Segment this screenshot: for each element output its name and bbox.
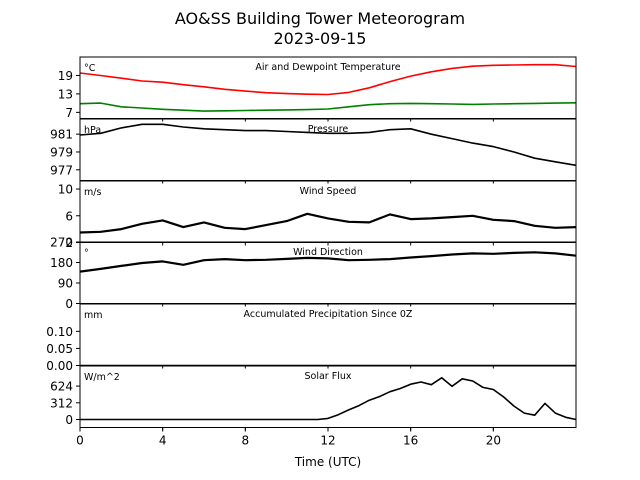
x-tick-label: 8: [242, 434, 250, 448]
y-tick-label: 19: [58, 69, 73, 83]
series-line-6-1: [80, 376, 577, 421]
panel-title: Solar Flux: [305, 371, 352, 382]
panel-1: 7 13 19 °C Air and Dewpoint Temperature: [58, 56, 577, 122]
y-tick-label: 13: [58, 87, 73, 101]
unit-label: W/m^2: [84, 372, 120, 383]
panel-2: 977 979 981 hPa Pressure: [50, 118, 577, 184]
panel-title: Wind Speed: [300, 186, 357, 197]
panel-title: Pressure: [308, 124, 349, 135]
x-tick-label: 16: [403, 434, 418, 448]
y-tick-label: 0: [65, 413, 73, 427]
figure-subtitle: 2023-09-15: [274, 29, 367, 48]
x-axis-label: Time (UTC): [294, 455, 361, 469]
x-tick-label: 0: [76, 434, 84, 448]
y-tick-label: 90: [58, 277, 73, 291]
panel-title: Accumulated Precipitation Since 0Z: [244, 309, 413, 320]
y-tick-label: 0.05: [46, 342, 73, 356]
unit-label: °C: [84, 63, 96, 74]
y-tick-label: 979: [50, 145, 73, 159]
panel-3: 2 6 10 m/s Wind Speed: [58, 180, 577, 250]
y-tick-label: 0.00: [46, 359, 73, 373]
y-tick-label: 312: [50, 396, 73, 410]
series-line-3-1: [79, 212, 577, 234]
series-line-1-2: [79, 102, 577, 112]
x-tick-label: 20: [486, 434, 501, 448]
panel-6: 0 312 624 W/m^2 Solar Flux: [50, 365, 577, 431]
y-tick-label: 10: [58, 183, 73, 197]
y-tick-label: 7: [65, 106, 73, 120]
y-tick-label: 270: [50, 236, 73, 250]
y-tick-label: 0: [65, 297, 73, 311]
y-tick-label: 981: [50, 128, 73, 142]
unit-label: hPa: [84, 125, 101, 136]
panel-4: 0 90 180 270 ° Wind Direction: [50, 236, 577, 311]
panel-5: 0.00 0.05 0.10 mm Accumulated Precipitation …: [46, 303, 577, 373]
unit-label: mm: [84, 310, 103, 321]
y-tick-label: 977: [50, 163, 73, 177]
y-tick-label: 6: [65, 209, 73, 223]
panel-title: Wind Direction: [293, 247, 363, 258]
y-tick-label: 2: [65, 236, 73, 250]
x-axis: 0 4 8 12 16 20: [76, 427, 501, 448]
y-tick-label: 624: [50, 380, 73, 394]
unit-label: m/s: [84, 187, 101, 198]
x-tick-label: 4: [159, 434, 167, 448]
panel-title: Air and Dewpoint Temperature: [255, 62, 400, 73]
unit-label: °: [84, 248, 89, 259]
y-tick-label: 0.10: [46, 325, 73, 339]
figure-title: AO&SS Building Tower Meteorogram: [175, 9, 465, 28]
y-tick-label: 180: [50, 256, 73, 270]
x-tick-label: 12: [320, 434, 335, 448]
